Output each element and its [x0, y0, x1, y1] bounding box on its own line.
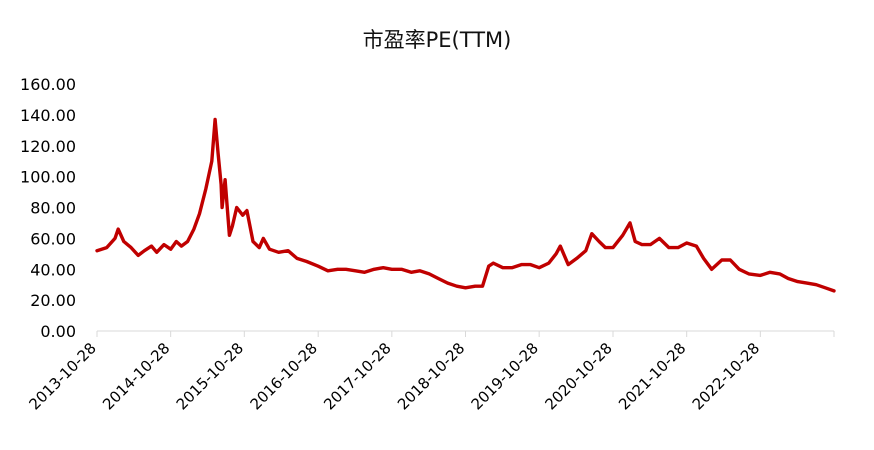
- y-axis: 0.00 20.00 40.00 60.00 80.00 100.00 120.00 140.…: [20, 75, 76, 341]
- x-tick-label: 2018-10-28: [394, 339, 468, 413]
- x-tick-label: 2013-10-28: [25, 339, 99, 413]
- y-tick-label: 140.00: [20, 106, 76, 125]
- x-tick-label: 2016-10-28: [247, 339, 321, 413]
- y-tick-label: 60.00: [30, 229, 76, 248]
- y-tick-label: 0.00: [40, 322, 76, 341]
- x-tick-label: 2021-10-28: [615, 339, 689, 413]
- y-tick-label: 100.00: [20, 168, 76, 187]
- x-tick-label: 2017-10-28: [320, 339, 394, 413]
- x-axis: 2013-10-28 2014-10-28 2015-10-28 2016-10-28…: [25, 330, 835, 413]
- x-tick-label: 2020-10-28: [541, 339, 615, 413]
- x-tick-label: 2015-10-28: [173, 339, 247, 413]
- x-tick-label: 2019-10-28: [468, 339, 542, 413]
- y-tick-label: 120.00: [20, 137, 76, 156]
- x-tick-label: 2022-10-28: [689, 339, 763, 413]
- pe-series-line: [95, 117, 836, 293]
- x-tick-label: 2014-10-28: [99, 339, 173, 413]
- y-tick-label: 20.00: [30, 291, 76, 310]
- y-tick-label: 80.00: [30, 199, 76, 218]
- chart-title: 市盈率PE(TTM): [362, 28, 512, 52]
- y-tick-label: 40.00: [30, 260, 76, 279]
- y-tick-label: 160.00: [20, 75, 76, 94]
